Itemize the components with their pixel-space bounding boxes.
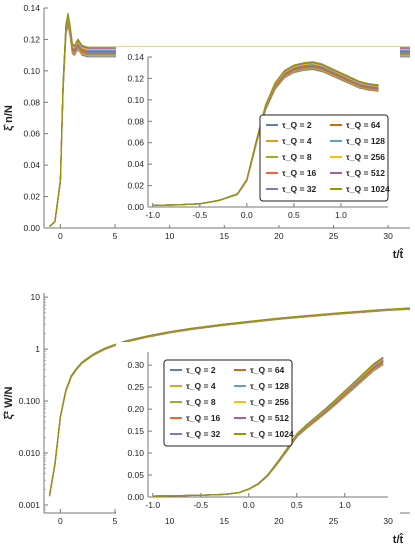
legend-label-tau-512: τ_Q = 512: [250, 413, 289, 423]
series-line-tau-1024: [48, 307, 411, 496]
y-tick-label: 0.00: [127, 202, 144, 212]
legend-label-tau-16: τ_Q = 16: [186, 413, 221, 423]
legend-box: [259, 114, 389, 202]
x-tick-label: -0.5: [192, 210, 207, 220]
x-tick-label: 0.5: [291, 500, 303, 510]
y-tick-label: 0.010: [19, 448, 41, 458]
x-tick-label: -1.0: [145, 210, 160, 220]
legend-label-tau-16: τ_Q = 16: [282, 168, 317, 178]
legend-label-tau-4: τ_Q = 4: [186, 381, 216, 391]
y-tick-label: 0.00: [23, 223, 40, 233]
y-tick-label: 0.30: [127, 360, 144, 370]
x-tick-label: 30: [383, 516, 393, 526]
legend-label-tau-1024: τ_Q = 1024: [250, 429, 294, 439]
legend-label-tau-2: τ_Q = 2: [282, 120, 312, 130]
y-tick-label: 0.06: [127, 138, 144, 148]
x-tick-label: 20: [274, 231, 284, 241]
y-tick-label: 0.02: [127, 181, 144, 191]
x-axis-label: t/t̂: [393, 248, 404, 261]
y-tick-label: 0.06: [23, 129, 40, 139]
x-tick-label: 5: [113, 516, 118, 526]
legend-label-tau-8: τ_Q = 8: [282, 152, 312, 162]
x-tick-label: 15: [220, 231, 230, 241]
x-axis-label: t/t̂: [393, 533, 404, 546]
y-tick-label: 0.14: [23, 3, 40, 13]
y-tick-label: 0.10: [127, 448, 144, 458]
legend-label-tau-32: τ_Q = 32: [282, 184, 317, 194]
x-tick-label: 0.5: [288, 210, 300, 220]
legend-label-tau-64: τ_Q = 64: [346, 120, 381, 130]
legend-label-tau-32: τ_Q = 32: [186, 429, 221, 439]
x-tick-label: 1.0: [339, 500, 351, 510]
y-tick-label: 0.100: [19, 396, 41, 406]
legend-label-tau-64: τ_Q = 64: [250, 365, 285, 375]
legend-label-tau-128: τ_Q = 128: [250, 381, 289, 391]
top-inset-plot: -1.0 -0.5 0.0 0.5 1.0 0.00 0.02 0.04 0.06 0.08 0.1…: [116, 47, 400, 225]
y-tick-label: 0.14: [127, 52, 144, 62]
y-tick-label: 0.08: [23, 97, 40, 107]
x-tick-label: 25: [329, 231, 339, 241]
x-tick-label: 25: [329, 516, 339, 526]
legend-label-tau-1024: τ_Q = 1024: [346, 184, 390, 194]
y-tick-label: 0.001: [19, 500, 41, 510]
y-tick-label: 0.12: [127, 73, 144, 83]
y-tick-label: 0.05: [127, 470, 144, 480]
legend-label-tau-4: τ_Q = 4: [282, 136, 312, 146]
x-tick-label: 30: [383, 231, 393, 241]
x-tick-label: 0.0: [241, 210, 253, 220]
x-tick-label: 1.0: [335, 210, 347, 220]
legend-label-tau-512: τ_Q = 512: [346, 168, 385, 178]
legend-label-tau-2: τ_Q = 2: [186, 365, 216, 375]
series-line-tau-1024: [152, 61, 379, 206]
legend-label-tau-128: τ_Q = 128: [346, 136, 385, 146]
bottom-main-plot: 0 5 10 15 20 25 30 0.001 0.010 0.100 1 10 ξ̂² W/N t/t…: [3, 292, 411, 546]
y-tick-label: 0.15: [127, 426, 144, 436]
x-tick-label: -0.5: [193, 500, 208, 510]
y-tick-label: 0.00: [127, 492, 144, 502]
x-tick-label: 5: [113, 231, 118, 241]
x-tick-label: 15: [220, 516, 230, 526]
y-axis-label: ξ̂² W/N: [3, 386, 15, 419]
x-tick-label: 10: [165, 516, 175, 526]
y-tick-label: 0.08: [127, 116, 144, 126]
legend-label-tau-8: τ_Q = 8: [186, 397, 216, 407]
y-tick-label: 0.20: [127, 404, 144, 414]
series-line-tau-1024: [49, 12, 410, 227]
y-tick-label: 0.10: [23, 66, 40, 76]
y-tick-label: 0.04: [127, 159, 144, 169]
x-tick-label: 0: [58, 231, 63, 241]
x-tick-label: 0.0: [243, 500, 255, 510]
y-tick-label: 10: [31, 292, 41, 302]
y-tick-label: 0.12: [23, 34, 40, 44]
y-tick-label: 0.25: [127, 382, 144, 392]
top-main-plot: 0 5 10 15 20 25 30 0.00 0.02 0.04 0.06 0.08 0.10 0.12…: [3, 3, 410, 261]
y-axis-label: ξ̂ n/N: [3, 105, 15, 131]
x-tick-label: 0: [58, 516, 63, 526]
legend-box: [163, 359, 293, 447]
x-tick-label: 10: [165, 231, 175, 241]
x-tick-label: -1.0: [145, 500, 160, 510]
y-tick-label: 1: [35, 344, 40, 354]
legend-label-tau-256: τ_Q = 256: [250, 397, 289, 407]
y-tick-label: 0.02: [23, 192, 40, 202]
legend-label-tau-256: τ_Q = 256: [346, 152, 385, 162]
bottom-inset-plot: -1.0 -0.5 0.0 0.5 1.0 0.00 0.05 0.10 0.15 0.20 0.2…: [116, 342, 400, 515]
x-tick-label: 20: [274, 516, 284, 526]
y-tick-label: 0.04: [23, 160, 40, 170]
y-tick-label: 0.10: [127, 95, 144, 105]
